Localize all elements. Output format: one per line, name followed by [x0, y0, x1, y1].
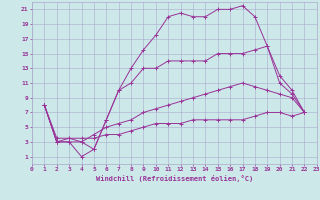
- X-axis label: Windchill (Refroidissement éolien,°C): Windchill (Refroidissement éolien,°C): [96, 175, 253, 182]
